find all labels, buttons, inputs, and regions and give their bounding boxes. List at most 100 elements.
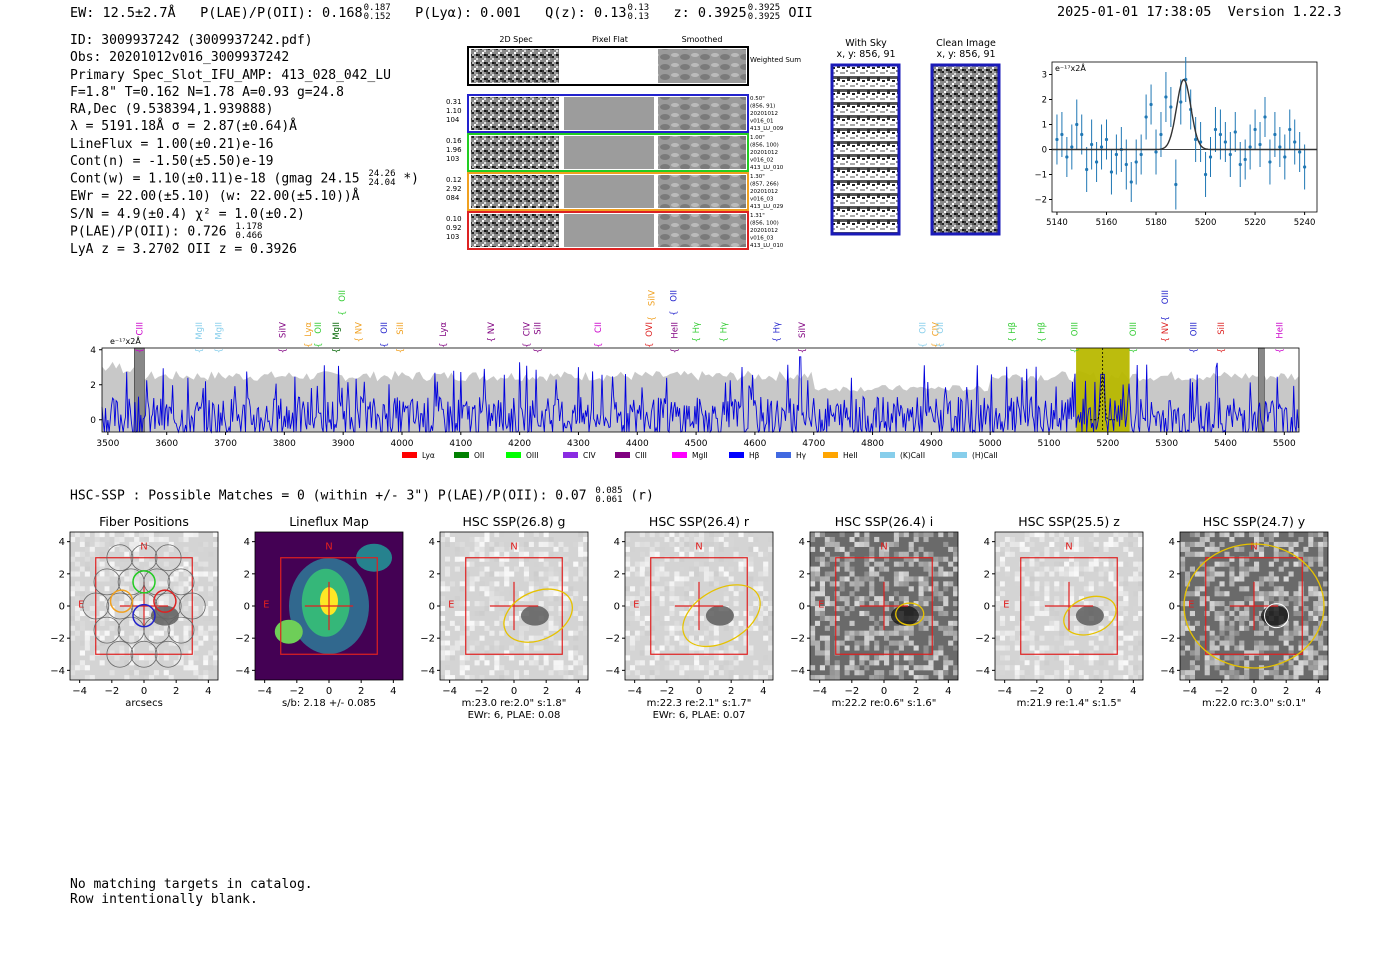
y-tick-label: 2 [244, 569, 250, 580]
cutout-pixel [573, 660, 579, 666]
cutout-pixel [440, 650, 446, 656]
cutout-pixel [449, 581, 455, 587]
cutout-pixel [674, 660, 680, 666]
cutout-pixel [1059, 561, 1065, 567]
cutout-pixel [1004, 551, 1010, 557]
cutout-pixel [1088, 640, 1094, 646]
cutout-pixel [1229, 625, 1235, 631]
cutout-pixel [1049, 615, 1055, 621]
cutout-pixel [1239, 566, 1245, 572]
cutout-pixel [1254, 650, 1260, 656]
cutout-pixel [1318, 625, 1324, 631]
cutout-pixel [884, 635, 890, 641]
cutout-pixel [943, 541, 949, 547]
y-tick-label: −2 [50, 634, 65, 645]
cutout-pixel [553, 551, 559, 557]
cutout-pixel [1318, 541, 1324, 547]
cutout-pixel [903, 581, 909, 587]
cutout-pixel [153, 536, 159, 543]
line-marker: OII{ [314, 322, 324, 348]
cutout-pixel [1293, 596, 1299, 602]
cutout-pixel [440, 645, 446, 651]
cutout-pixel [1323, 536, 1329, 543]
cutout-pixel [703, 665, 710, 671]
cutout-caption: m:21.9 re:1.4" s:1.5" [1017, 698, 1122, 709]
cutout-pixel [733, 546, 739, 552]
cutout-pixel [1189, 591, 1195, 597]
cutout-pixel [649, 625, 655, 631]
cutout-pixel [1054, 561, 1060, 567]
cutout-pixel [733, 660, 739, 666]
cutout-pixel [514, 650, 520, 656]
cutout-pixel [1293, 625, 1299, 631]
cutout-pixel [163, 561, 169, 567]
cutout-pixel [1318, 561, 1324, 567]
y-tick-label: 0 [799, 602, 805, 613]
cutout-pixel [1180, 630, 1186, 636]
cutout-pixel [1293, 601, 1299, 607]
cutout-pixel [183, 630, 189, 636]
cutout-pixel [923, 561, 929, 567]
cutout-pixel [1273, 532, 1279, 538]
x-tick-label: 2 [1283, 686, 1289, 697]
cutout-pixel [1009, 541, 1015, 547]
cutout-pixel [74, 586, 81, 592]
cutout-pixel [183, 606, 189, 612]
cutout-pixel [1108, 576, 1114, 582]
cutout-pixel [489, 645, 495, 651]
line-marker-label: Hγ [773, 322, 783, 333]
cutout-pixel [1118, 601, 1124, 607]
cutout-pixel [1054, 625, 1060, 631]
cutout-pixel [1229, 581, 1235, 587]
cutout-pixel [639, 620, 645, 626]
cutout-pixel [1138, 610, 1144, 617]
line-marker-label: OIII [1161, 290, 1171, 304]
contw-text: Cont(w) = 1.10(±0.11)e-18 (gmag 24.15 [70, 171, 360, 187]
cutout-pixel [1298, 640, 1304, 646]
cutout-pixel [703, 541, 710, 547]
line-marker-label: NV [1161, 322, 1171, 334]
cutout-pixel [134, 670, 140, 676]
cutout-pixel [664, 640, 670, 646]
cutout-pixel [1308, 635, 1314, 641]
cutout-pixel [644, 581, 650, 587]
cutout-pixel [1034, 665, 1040, 671]
cutout-pixel [479, 556, 485, 562]
cutout-pixel [1214, 610, 1220, 617]
line-marker-label: Hγ [720, 322, 730, 333]
cutout-pixel [1014, 675, 1020, 681]
cutout-pixel [869, 581, 875, 587]
cutout-pixel [1293, 670, 1299, 676]
cutout-pixel [183, 546, 189, 552]
legend-label: MgII [692, 451, 708, 460]
contw-end: *) [403, 171, 419, 187]
cutout-pixel [884, 566, 890, 572]
cutout-pixel [869, 601, 875, 607]
cutout-pixel [1044, 675, 1050, 681]
cutout-pixel [829, 675, 835, 681]
version: Version 1.22.3 [1227, 4, 1342, 20]
cutout-pixel [70, 670, 76, 676]
cutout-pixel [703, 645, 710, 651]
line-marker-bracket: { [1008, 337, 1018, 342]
cutout-pixel [694, 635, 700, 641]
cutout-pixel [163, 551, 169, 557]
cutout-pixel [163, 566, 169, 572]
cutout-pixel [1313, 625, 1319, 631]
cutout-pixel [649, 650, 655, 656]
cutout-pixel [1118, 591, 1124, 597]
cutout-pixel [679, 596, 685, 602]
cutout-pixel [814, 532, 821, 538]
cutout-pixel [523, 566, 529, 572]
y-tick-label: 2 [799, 569, 805, 580]
cutout-pixel [649, 660, 655, 666]
cutout-pixel [203, 675, 209, 681]
cutout-pixel [708, 665, 714, 671]
cutout-pixel [148, 675, 155, 681]
cutout-pixel [119, 536, 125, 543]
cutout-pixel [819, 586, 825, 592]
cutout-pixel [1078, 546, 1084, 552]
cutout-pixel [1024, 645, 1030, 651]
cutout-pixel [1298, 630, 1304, 636]
cutout-pixel [888, 640, 895, 646]
